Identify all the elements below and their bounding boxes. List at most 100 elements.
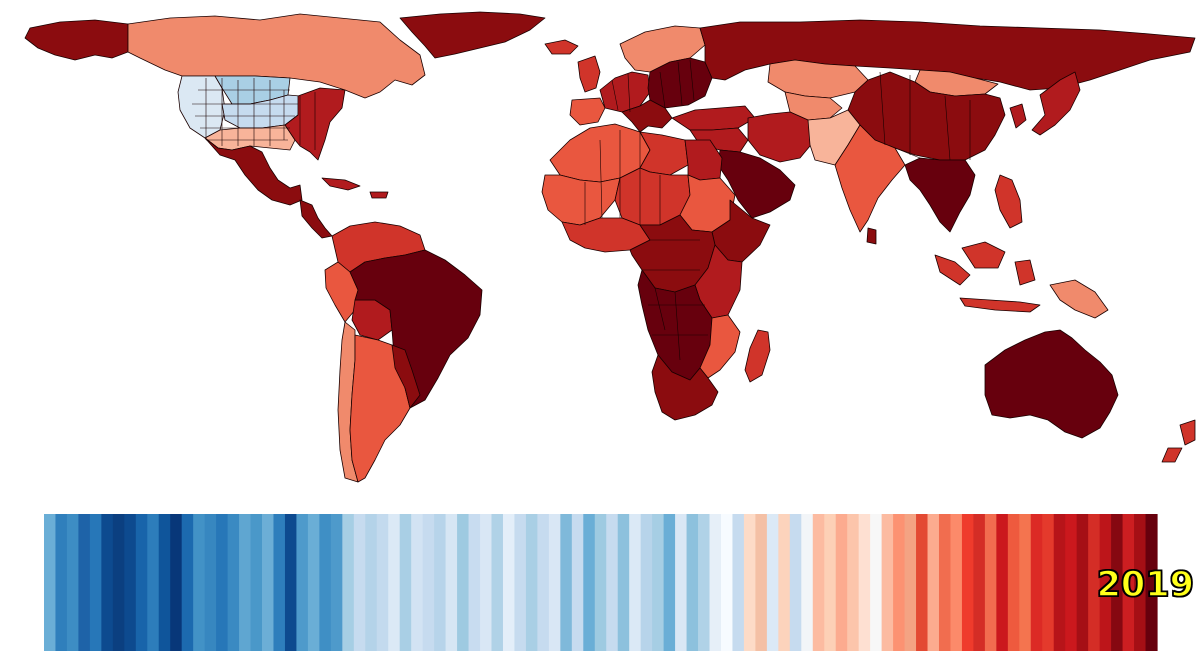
- stripe: [870, 514, 883, 651]
- region-canada: [127, 13, 426, 99]
- stripe: [1111, 514, 1124, 651]
- stripe: [388, 514, 401, 651]
- stripe: [938, 514, 952, 651]
- region-iberia: [569, 97, 606, 126]
- stripe: [170, 514, 183, 651]
- year-label: 2019: [1096, 564, 1195, 606]
- region-central-america: [299, 199, 333, 239]
- stripe: [973, 514, 986, 651]
- eurasia-borders: [611, 59, 971, 161]
- stripe: [250, 514, 263, 651]
- stripe: [743, 514, 756, 651]
- stripe: [835, 514, 848, 651]
- world-temperature-map: [24, 11, 1196, 483]
- stripe: [640, 514, 653, 651]
- stripe: [583, 514, 596, 651]
- stripe: [824, 514, 837, 651]
- stripe: [376, 514, 389, 651]
- stripe: [778, 514, 791, 651]
- region-korea-japan: [1009, 71, 1081, 136]
- stripe: [766, 514, 779, 651]
- stripe: [66, 514, 80, 651]
- stripe: [124, 514, 137, 651]
- region-usa-west: [177, 75, 226, 139]
- stripe: [789, 514, 802, 651]
- stripe: [422, 514, 435, 651]
- region-iceland: [544, 39, 579, 55]
- stripe: [686, 514, 699, 651]
- region-india: [834, 124, 906, 233]
- stripe: [663, 514, 676, 651]
- stripe: [698, 514, 711, 651]
- stripe: [893, 514, 906, 651]
- region-kazakhstan: [767, 59, 869, 99]
- region-madagascar: [744, 329, 771, 383]
- stripe: [262, 514, 275, 651]
- region-greenland: [399, 11, 546, 59]
- stripe: [1007, 514, 1020, 651]
- stripe: [227, 514, 240, 651]
- stripe: [709, 514, 722, 651]
- stripe: [284, 514, 298, 651]
- stripe: [525, 514, 538, 651]
- stripe: [44, 514, 57, 651]
- stripe: [755, 514, 768, 651]
- stripe: [675, 514, 688, 651]
- stripe: [1134, 514, 1147, 651]
- stripe: [652, 514, 665, 651]
- stripe: [927, 514, 940, 651]
- stripe: [1053, 514, 1066, 651]
- stripe: [193, 514, 206, 651]
- stripe: [457, 514, 470, 651]
- stripe: [480, 514, 493, 651]
- stripe: [1145, 514, 1158, 651]
- stripe: [365, 514, 378, 651]
- region-russia: [699, 19, 1196, 91]
- stripe: [101, 514, 114, 651]
- stripe: [445, 514, 458, 651]
- region-southeast-asia: [904, 157, 976, 233]
- stripe: [468, 514, 481, 651]
- region-arabia: [717, 149, 796, 219]
- region-south-africa: [651, 354, 719, 421]
- africa-borders: [584, 130, 708, 361]
- stripe: [330, 514, 343, 651]
- stripe: [491, 514, 504, 651]
- stripe: [537, 514, 550, 651]
- stripe: [296, 514, 309, 651]
- stripe: [812, 514, 825, 651]
- region-uk-ireland: [577, 55, 601, 93]
- stripe: [1065, 514, 1078, 651]
- stripe: [916, 514, 929, 651]
- warming-stripes: [44, 514, 1158, 651]
- region-papua: [1049, 279, 1109, 319]
- stripe: [204, 514, 217, 651]
- stripe: [1076, 514, 1089, 651]
- stripe: [548, 514, 561, 651]
- stripe: [135, 514, 148, 651]
- region-australia: [984, 329, 1119, 439]
- stripe: [307, 514, 320, 651]
- stripe: [181, 514, 194, 651]
- region-sri-lanka: [866, 227, 877, 245]
- region-turkey-caucasus: [671, 105, 756, 131]
- region-italy-balkans: [621, 99, 673, 133]
- stripe: [720, 514, 734, 651]
- stripe: [606, 514, 619, 651]
- stripe: [1042, 514, 1055, 651]
- stripe: [881, 514, 894, 651]
- stripe: [1088, 514, 1101, 651]
- stripe: [216, 514, 229, 651]
- stripe: [858, 514, 871, 651]
- us-state-borders: [192, 78, 316, 150]
- region-iran: [747, 111, 816, 163]
- stripe: [629, 514, 642, 651]
- stripe: [732, 514, 745, 651]
- stripe: [78, 514, 91, 651]
- stripe: [239, 514, 252, 651]
- stripe: [571, 514, 584, 651]
- stripe: [996, 514, 1009, 651]
- stripe: [502, 514, 516, 651]
- stripes-group: [44, 514, 1158, 651]
- stripe: [1122, 514, 1135, 651]
